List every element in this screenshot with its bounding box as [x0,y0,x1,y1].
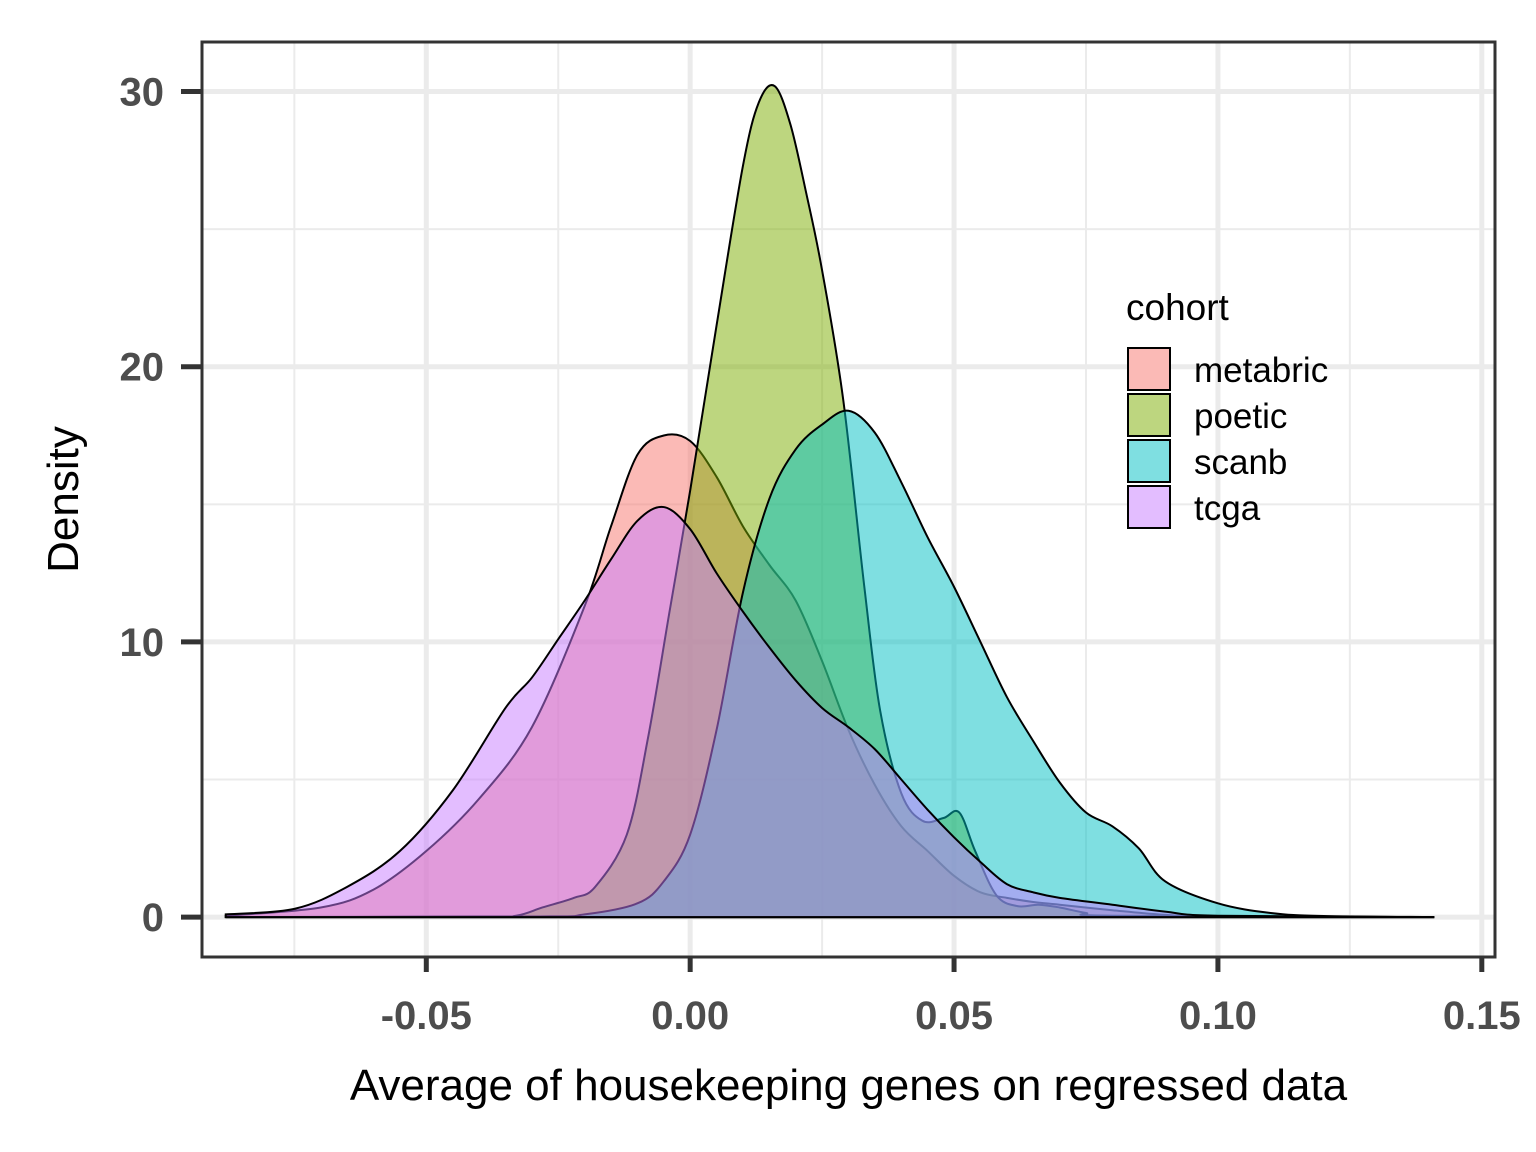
legend-title: cohort [1126,287,1230,328]
legend-label-poetic: poetic [1194,397,1287,436]
plot-area [224,84,1435,919]
legend-key-tcga [1127,485,1171,529]
legend-label-scanb: scanb [1194,443,1287,482]
x-tick-label: 0.15 [1443,994,1521,1038]
x-tick-label: 0.00 [651,994,729,1038]
x-tick-label: 0.10 [1179,994,1257,1038]
y-axis-title: Density [39,426,88,573]
legend-key-poetic [1127,393,1171,437]
x-tick-label: 0.05 [915,994,993,1038]
legend: cohort metabric poetic scanb tcga [1126,287,1328,529]
y-axis: 0 10 20 30 [120,71,202,940]
y-tick-label: 0 [142,896,164,940]
x-tick-label: -0.05 [381,994,472,1038]
legend-key-metabric [1127,347,1171,391]
density-area-tcga [224,505,1435,919]
x-axis-title: Average of housekeeping genes on regress… [350,1061,1348,1110]
y-tick-label: 10 [120,621,165,665]
y-tick-label: 30 [120,71,165,115]
y-tick-label: 20 [120,346,165,390]
legend-label-metabric: metabric [1194,351,1328,390]
legend-key-scanb [1127,439,1171,483]
legend-label-tcga: tcga [1194,489,1261,528]
panel-border [200,40,1497,959]
x-axis: -0.05 0.00 0.05 0.10 0.15 [381,957,1521,1038]
